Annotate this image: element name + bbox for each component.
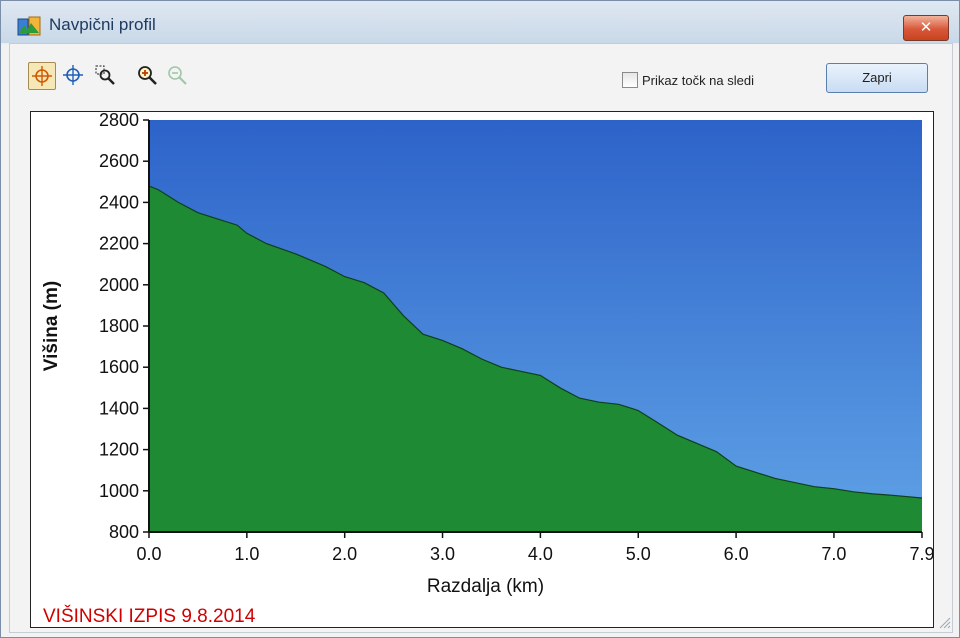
zoom-out-tool[interactable] [164,62,190,88]
y-tick-label: 1800 [99,316,139,336]
y-axis-title: Višina (m) [41,281,62,371]
y-tick-label: 1600 [99,357,139,377]
elevation-line [148,185,923,499]
zoom-in-icon [138,66,157,85]
app-icon [17,16,41,36]
handwritten-note: VIŠINSKI IZPIS 9.8.2014 [43,606,256,627]
x-tick-label: 7.9 [909,544,933,564]
x-tick-label: 3.0 [430,544,455,564]
x-axis-title: Razdalja (km) [427,576,544,597]
zoom-rect-tool[interactable] [92,62,118,88]
y-tick-label: 2800 [99,112,139,130]
elevation-chart: 800 1000 1200 1400 1600 1800 2000 2200 2400 2600 2… [30,111,934,628]
select-point-tool[interactable] [28,62,56,90]
y-tick-label: 1400 [99,398,139,418]
x-tick-label: 2.0 [332,544,357,564]
client-area: Prikaz točk na sledi Zapri 800 1000 1200 14… [9,43,953,633]
move-tool[interactable] [60,62,86,88]
title-bar[interactable]: Navpični profil ✕ [1,1,959,43]
y-tick-label: 800 [109,522,139,542]
x-tick-label: 4.0 [528,544,553,564]
y-tick-label: 2600 [99,151,139,171]
show-points-option[interactable]: Prikaz točk na sledi [622,70,754,90]
zoom-out-icon [168,66,187,85]
x-tick-label: 5.0 [626,544,651,564]
y-tick-label: 2400 [99,192,139,212]
crosshair-icon [32,66,52,86]
show-points-label: Prikaz točk na sledi [642,72,754,88]
x-tick-label: 7.0 [821,544,846,564]
window-title: Navpični profil [49,15,156,34]
elevation-profile-plot: 800 1000 1200 1400 1600 1800 2000 2200 2400 2600 2… [41,112,933,597]
move-crosshair-icon [63,65,83,85]
y-tick-label: 1000 [99,481,139,501]
resize-grip-icon[interactable] [937,615,951,629]
zoom-in-tool[interactable] [134,62,160,88]
x-tick-label: 0.0 [136,544,161,564]
y-tick-label: 2000 [99,275,139,295]
zoom-rectangle-icon [95,65,115,85]
show-points-checkbox[interactable] [622,72,638,88]
y-tick-label: 1200 [99,440,139,460]
terrain-area [149,185,922,532]
x-tick-label: 6.0 [724,544,749,564]
window-close-button[interactable]: ✕ [903,15,949,41]
x-tick-label: 1.0 [234,544,259,564]
y-tick-label: 2200 [99,234,139,254]
close-button[interactable]: Zapri [826,63,928,93]
